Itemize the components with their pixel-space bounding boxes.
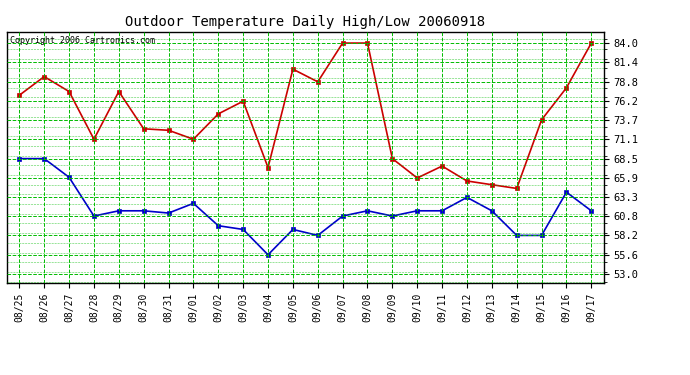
Title: Outdoor Temperature Daily High/Low 20060918: Outdoor Temperature Daily High/Low 20060… xyxy=(126,15,485,29)
Text: Copyright 2006 Cartronics.com: Copyright 2006 Cartronics.com xyxy=(10,36,155,45)
